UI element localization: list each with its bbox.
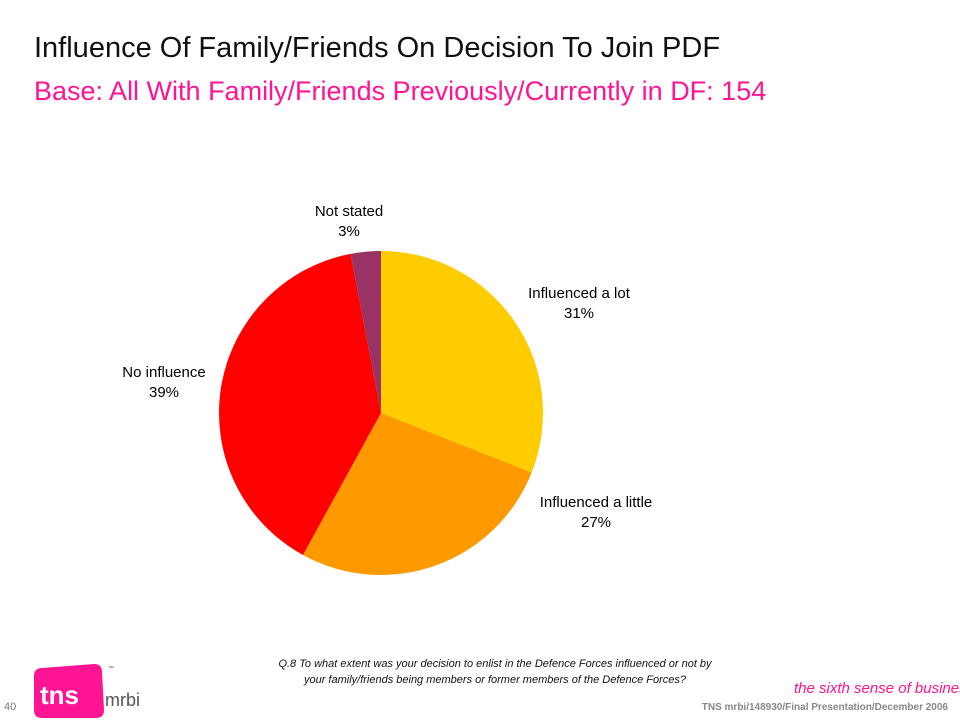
pie-value-no-influence: 39% <box>149 384 179 401</box>
survey-question: Q.8 To what extent was your decision to … <box>200 656 790 688</box>
pie-slice-no-influence <box>219 253 381 555</box>
pie-slice-influenced-a-lot <box>381 251 543 473</box>
pie-slice-not-stated <box>350 251 381 413</box>
pie-label-not-stated: Not stated <box>315 203 383 220</box>
pie-label-influenced-a-little: Influenced a little <box>540 494 653 511</box>
logo-tns-text: tns <box>40 680 79 710</box>
pie-label-influenced-a-lot: Influenced a lot <box>528 285 631 302</box>
tagline-text: the sixth sense of business <box>794 680 960 697</box>
footer-reference: TNS mrbi/148930/Final Presentation/Decem… <box>701 702 948 713</box>
tagline: the sixth sense of business™ <box>794 680 960 697</box>
pie-value-influenced-a-little: 27% <box>581 514 611 531</box>
pie-label-no-influence: No influence <box>122 364 205 381</box>
pie-value-not-stated: 3% <box>338 223 360 240</box>
survey-question-line2: your family/friends being members or for… <box>303 674 687 686</box>
logo-tm-text: ™ <box>108 665 114 672</box>
pie-value-influenced-a-lot: 31% <box>564 305 594 322</box>
logo-mrbi-text: mrbi <box>105 690 140 710</box>
page-subtitle: Base: All With Family/Friends Previously… <box>34 76 767 106</box>
tns-mrbi-logo: tns mrbi ™ <box>34 664 140 718</box>
survey-question-line1: Q.8 To what extent was your decision to … <box>278 658 712 670</box>
page-title: Influence Of Family/Friends On Decision … <box>34 32 721 64</box>
pie-slice-influenced-a-little <box>302 413 532 575</box>
page-number: 40 <box>4 701 17 713</box>
